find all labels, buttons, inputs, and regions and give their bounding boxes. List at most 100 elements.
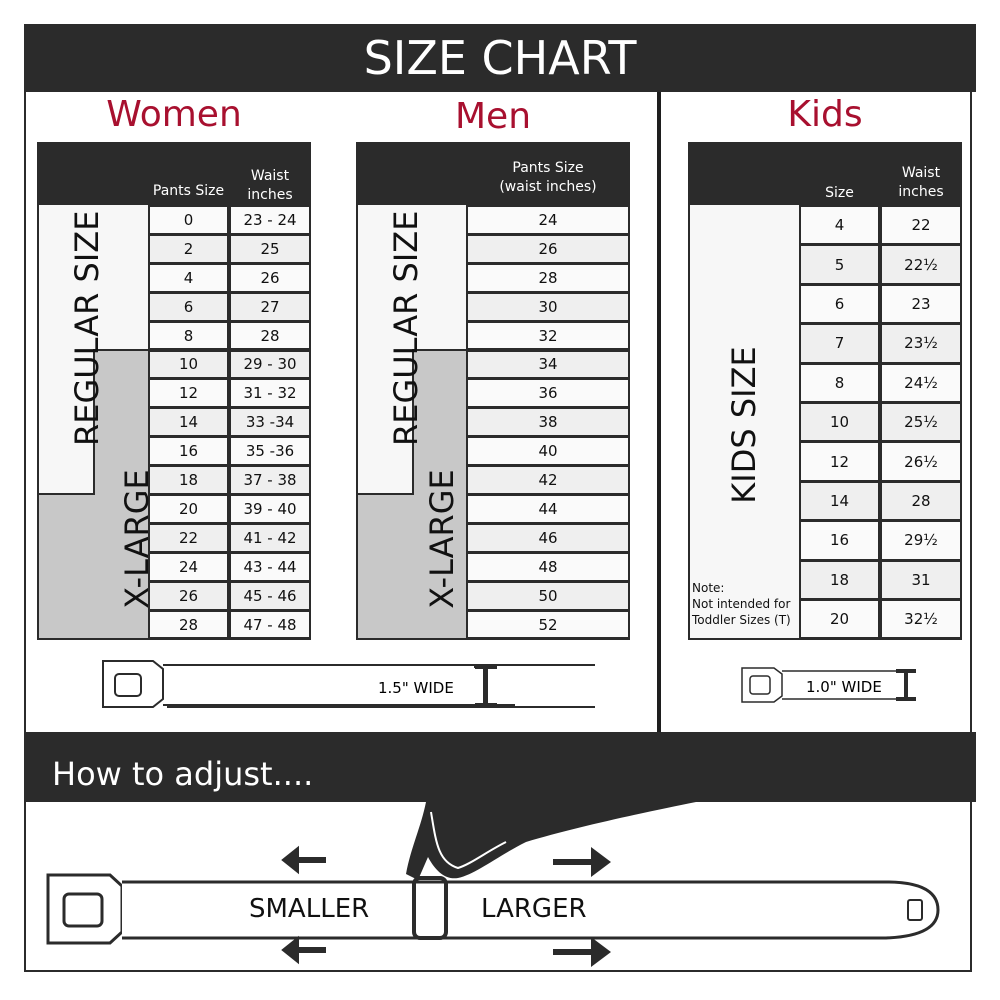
men-col-pants-size-line1: Pants Size: [512, 160, 584, 176]
waist-cell: 25½: [882, 404, 960, 441]
waist-cell: 45 - 46: [231, 582, 309, 609]
arrow-left-top-icon: [281, 845, 326, 875]
size-cell: 40: [468, 438, 628, 465]
kids-table: KIDS SIZE Note: Not intended for Toddler…: [688, 205, 962, 640]
kids-size-label: KIDS SIZE: [725, 346, 763, 504]
waist-cell: 29½: [882, 522, 960, 559]
hand-icon: [406, 802, 696, 880]
size-cell: 4: [801, 207, 878, 244]
kids-title: Kids: [787, 94, 863, 135]
size-cell: 26: [468, 235, 628, 262]
waist-cell: 28: [231, 322, 309, 349]
kids-col-size: Size: [825, 185, 854, 201]
size-cell: 12: [801, 443, 878, 480]
waist-cell: 27: [231, 293, 309, 320]
waist-cell: 39 - 40: [231, 496, 309, 522]
waist-cell: 23½: [882, 325, 960, 362]
size-cell: 24: [150, 553, 227, 580]
note-heading: Note:: [692, 581, 725, 595]
waist-cell: 26½: [882, 443, 960, 480]
size-cell: 24: [468, 207, 628, 233]
waist-cell: 35 -36: [231, 438, 309, 465]
size-cell: 50: [468, 582, 628, 609]
size-cell: 36: [468, 380, 628, 407]
adult-belt-strap: [167, 664, 595, 708]
size-cell: 28: [468, 264, 628, 291]
waist-cell: 23: [882, 285, 960, 323]
size-cell: 10: [801, 404, 878, 441]
adjust-title: How to adjust....: [24, 732, 976, 802]
waist-cell: 47 - 48: [231, 611, 309, 638]
waist-cell: 26: [231, 264, 309, 291]
size-cell: 0: [150, 207, 227, 233]
kids-note: Note: Not intended for Toddler Sizes (T): [692, 580, 791, 628]
size-cell: 12: [150, 380, 227, 407]
size-cell: 34: [468, 351, 628, 378]
note-line: Toddler Sizes (T): [692, 613, 791, 627]
kids-col-waist-line2: inches: [898, 184, 944, 200]
women-table: REGULAR SIZE X-LARGE 0 23 - 24 2 25 4 26 6 27 8 2…: [37, 205, 311, 640]
size-cell: 14: [801, 482, 878, 520]
section-divider: [657, 92, 661, 732]
adult-belt-width: 1.5" WIDE: [378, 679, 454, 697]
size-cell: 20: [150, 496, 227, 522]
size-cell: 5: [801, 246, 878, 283]
size-cell: 48: [468, 553, 628, 580]
arrow-left-bottom-icon: [281, 935, 326, 965]
size-cell: 22: [150, 524, 227, 551]
waist-cell: 23 - 24: [231, 207, 309, 233]
size-cell: 10: [150, 351, 227, 378]
size-cell: 16: [150, 438, 227, 465]
waist-cell: 41 - 42: [231, 524, 309, 551]
note-line: Not intended for: [692, 597, 791, 611]
kids-size-band: [690, 205, 799, 638]
waist-cell: 31 - 32: [231, 380, 309, 407]
kids-belt-illustration: [741, 667, 916, 703]
women-title: Women: [106, 94, 242, 135]
size-cell: 2: [150, 235, 227, 262]
waist-cell: 29 - 30: [231, 351, 309, 378]
size-cell: 7: [801, 325, 878, 362]
women-regular-size-label: REGULAR SIZE: [68, 210, 106, 446]
size-cell: 6: [801, 285, 878, 323]
size-cell: 4: [150, 264, 227, 291]
waist-cell: 28: [882, 482, 960, 520]
men-regular-size-label: REGULAR SIZE: [387, 210, 425, 446]
waist-cell: 25: [231, 235, 309, 262]
size-cell: 32: [468, 322, 628, 349]
size-cell: 8: [150, 322, 227, 349]
men-title: Men: [454, 96, 532, 137]
kids-col-waist-line1: Waist: [901, 165, 941, 181]
size-cell: 16: [801, 522, 878, 559]
men-table: REGULAR SIZE X-LARGE 24 26 28 30 32 34 36 38 40 4…: [356, 205, 630, 640]
arrow-right-bottom-icon: [553, 937, 611, 967]
kids-belt-width: 1.0" WIDE: [806, 678, 882, 696]
women-col-waist-line1: Waist: [250, 168, 290, 184]
size-cell: 46: [468, 524, 628, 551]
larger-label: LARGER: [481, 894, 587, 924]
waist-cell: 32½: [882, 601, 960, 638]
waist-cell: 22: [882, 207, 960, 244]
kids-table-header: Size Waist inches: [688, 142, 962, 207]
size-cell: 8: [801, 364, 878, 401]
size-cell: 42: [468, 467, 628, 493]
size-cell: 28: [150, 611, 227, 638]
size-cell: 6: [150, 293, 227, 320]
size-cell: 14: [150, 409, 227, 436]
women-col-pants-size: Pants Size: [152, 183, 225, 199]
women-col-waist-line2: inches: [247, 187, 293, 203]
arrow-right-top-icon: [553, 847, 611, 877]
size-cell: 44: [468, 496, 628, 522]
women-size-band: [39, 205, 148, 638]
smaller-label: SMALLER: [249, 894, 370, 924]
size-cell: 18: [150, 467, 227, 493]
waist-cell: 37 - 38: [231, 467, 309, 493]
waist-cell: 22½: [882, 246, 960, 283]
page-title: SIZE CHART: [24, 24, 976, 92]
men-size-band: [358, 205, 466, 638]
men-table-header: Pants Size (waist inches): [356, 142, 630, 207]
men-xlarge-label: X-LARGE: [423, 469, 461, 609]
size-cell: 38: [468, 409, 628, 436]
waist-cell: 24½: [882, 364, 960, 401]
women-table-header: Pants Size Waist inches: [37, 142, 311, 207]
